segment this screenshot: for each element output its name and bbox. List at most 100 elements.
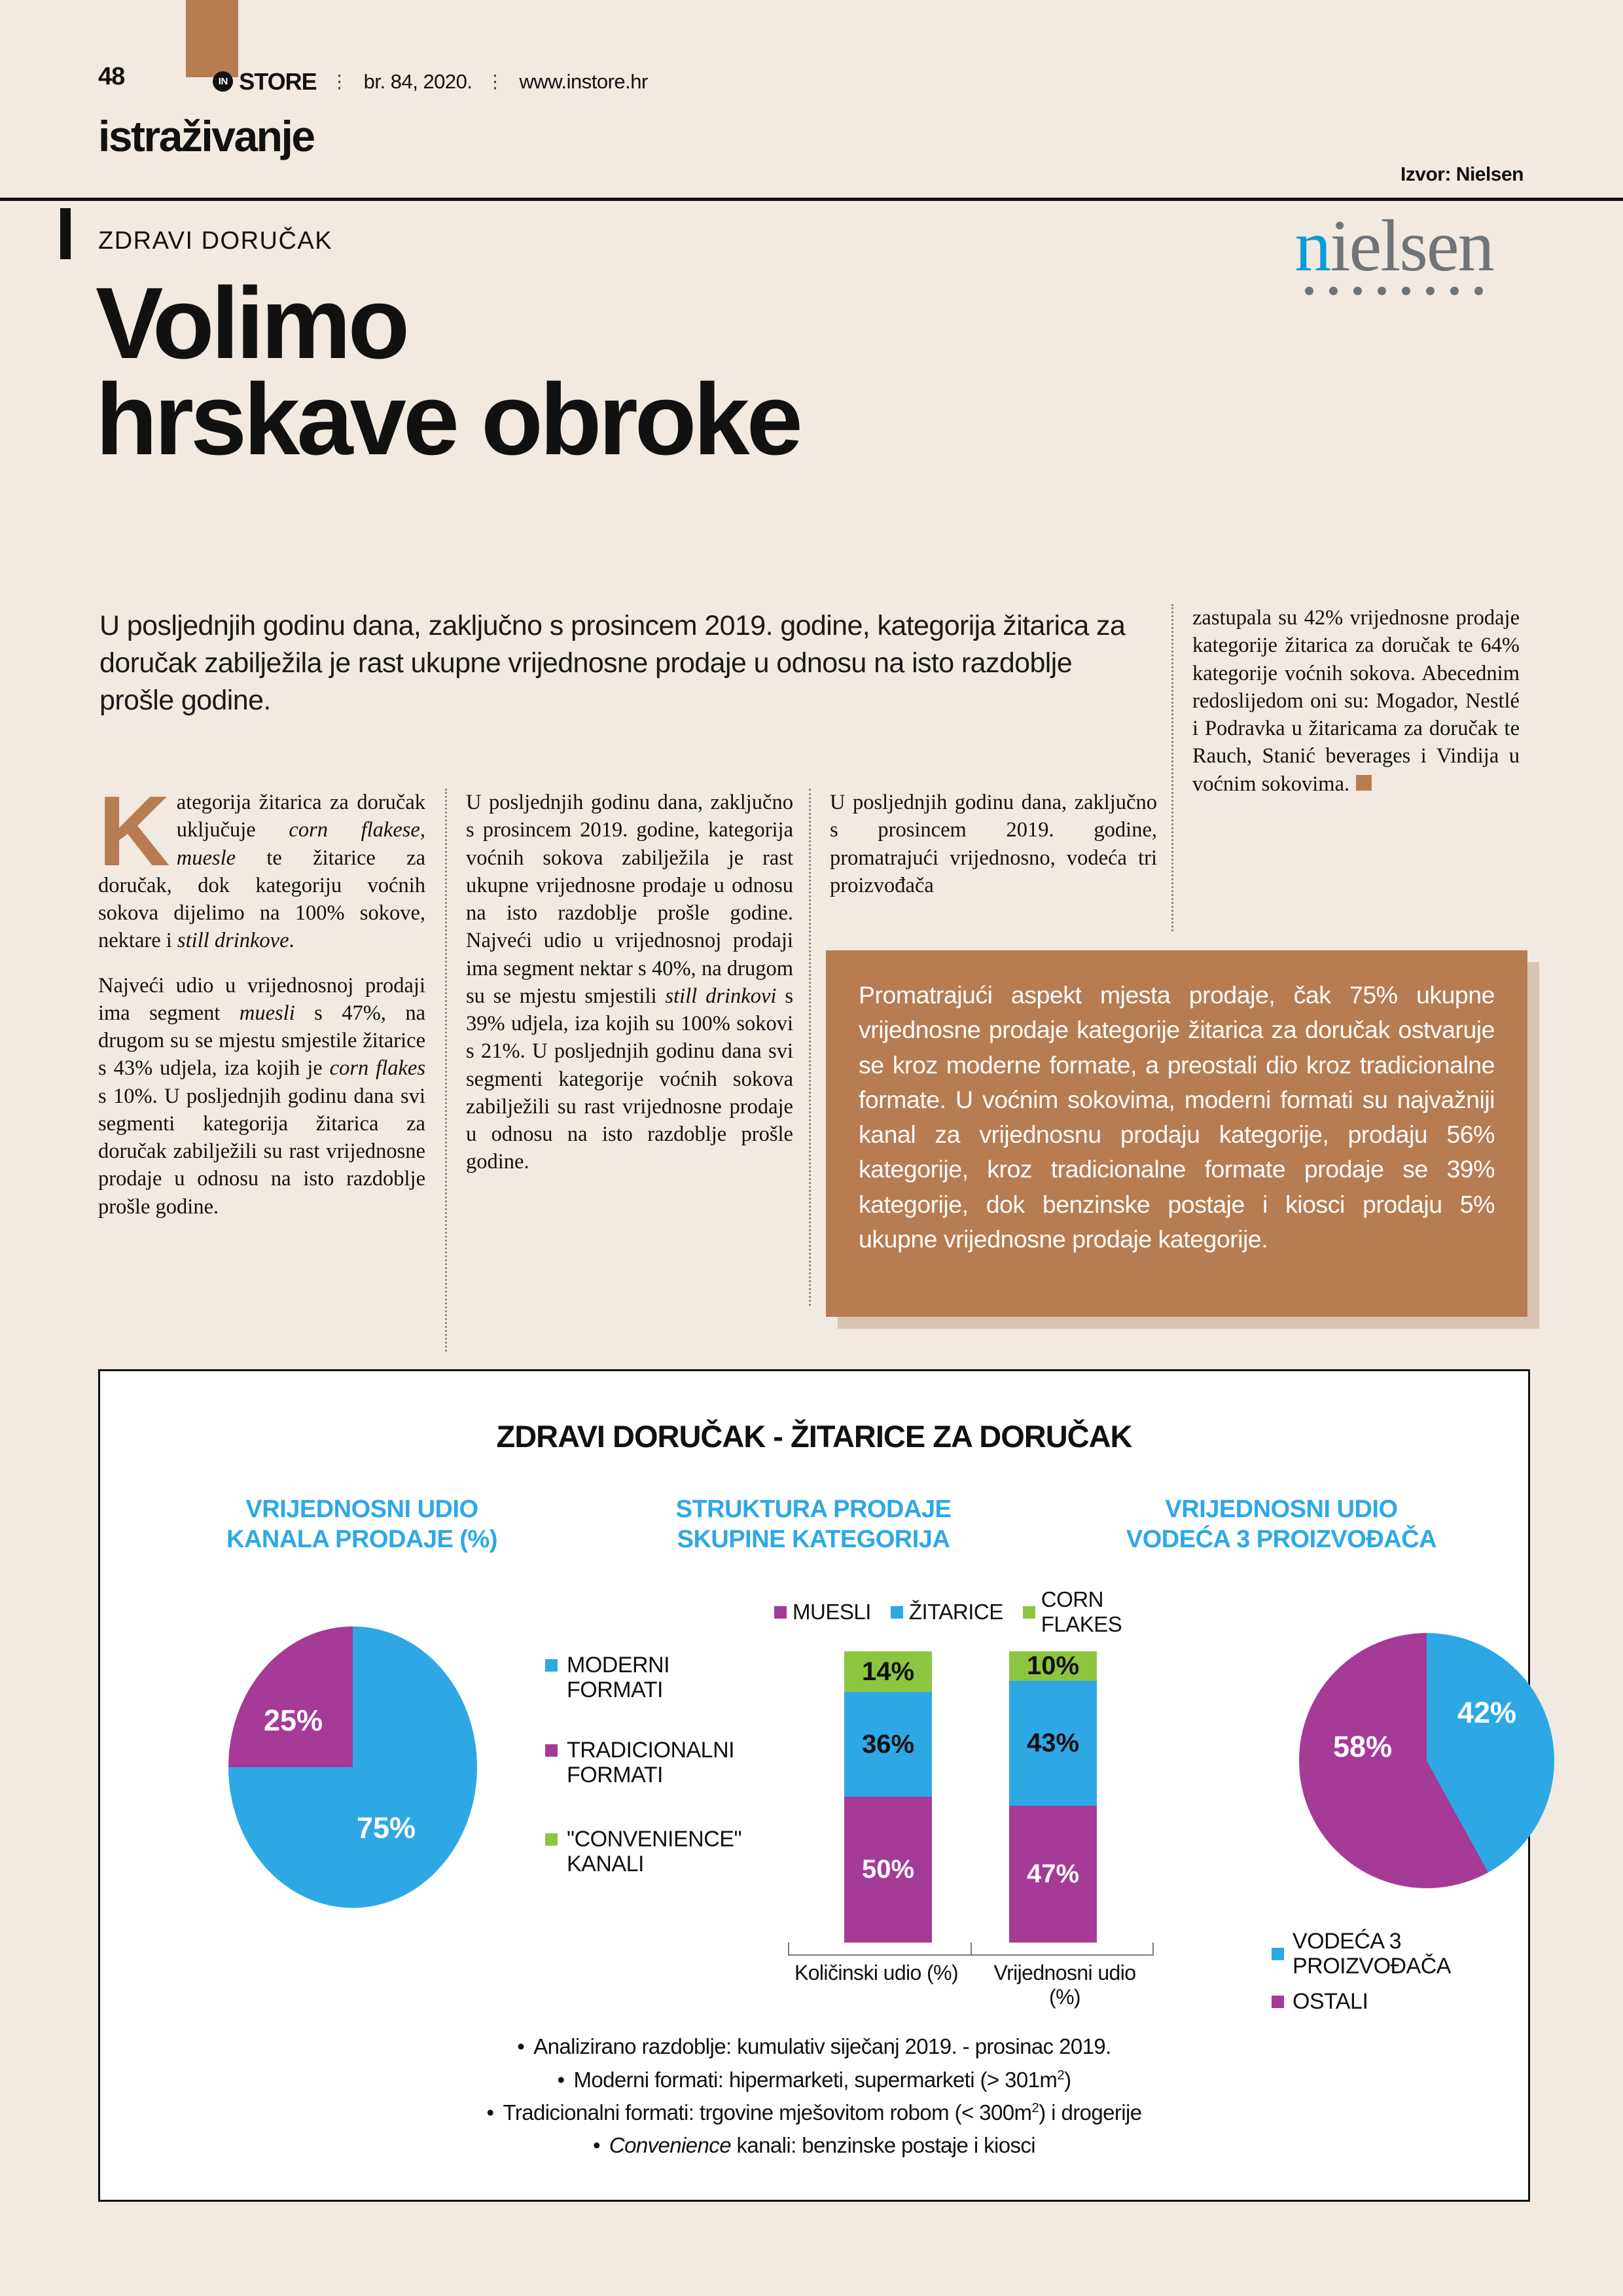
legend-swatch-cornflakes-icon <box>1022 1605 1035 1619</box>
chart-1-heading-line-2: KANALA PRODAJE (%) <box>226 1526 497 1554</box>
article-kicker: ZDRAVI DORUČAK <box>98 227 333 255</box>
nielsen-rest: ielsen <box>1330 206 1494 287</box>
bar-segment-zitarice: 43% <box>1009 1681 1097 1806</box>
legend-item: CORN FLAKES <box>1022 1587 1167 1637</box>
legend-item: "CONVENIENCE" KANALI <box>545 1827 761 1876</box>
legend-label: MODERNI FORMATI <box>567 1653 670 1703</box>
text-run: . <box>289 929 294 953</box>
text-run-italic: still drinkove <box>177 929 289 953</box>
footnote-item: • Tradicionalni formati: trgovine mješovi… <box>100 2096 1528 2129</box>
page-number: 48 <box>98 63 125 90</box>
end-mark-icon <box>1356 774 1372 791</box>
legend-swatch-muesli-icon <box>774 1605 787 1619</box>
column-divider-2 <box>809 789 811 1306</box>
bullet-icon: • <box>557 2067 565 2092</box>
chart-panel-title: ZDRAVI DORUČAK - ŽITARICE ZA DORUČAK <box>496 1419 1133 1454</box>
article-lead: U posljednjih godinu dana, zaključno s p… <box>99 610 1126 717</box>
legend-label: "CONVENIENCE" KANALI <box>567 1827 742 1877</box>
chart-panel: ZDRAVI DORUČAK - ŽITARICE ZA DORUČAK VRI… <box>98 1369 1554 2202</box>
chart-3-heading-line-1: VRIJEDNOSNI UDIO <box>1165 1496 1398 1523</box>
instore-logo: IN STORE ⋮ br. 84, 2020. ⋮ www.instore.h… <box>213 68 648 96</box>
text-run: U posljednjih godinu dana, zaključno s p… <box>466 791 793 1008</box>
website-url: www.instore.hr <box>519 69 649 93</box>
chart-1-heading: VRIJEDNOSNI UDIO KANALA PRODAJE (%) <box>152 1494 571 1555</box>
footnote-text: Analizirano razdoblje: kumulativ siječan… <box>533 2034 1111 2059</box>
paragraph: zastupala su 42% vrijednosne prodaje kat… <box>1192 604 1520 798</box>
drop-cap: K <box>98 776 170 887</box>
pie-slice-label-others: 58% <box>1333 1730 1393 1763</box>
footnote-suffix: ) i drogerije <box>1039 2100 1142 2125</box>
column-divider-1 <box>445 789 447 1352</box>
text-run: s 47%, na drugom su se mjestu smjestile … <box>98 1001 425 1081</box>
bar-segment-muesli: 50% <box>844 1797 932 1943</box>
stacked-bar-chart: MUESLI ŽITARICE CORN FLAKES 14% 36% 50% <box>774 1587 1167 2009</box>
kicker-accent-bar <box>60 208 71 259</box>
text-run: ategorija žitarica za doručak uključuje <box>176 791 425 842</box>
text-run-italic: muesle <box>176 846 236 870</box>
legend-item: MODERNI FORMATI <box>545 1653 761 1702</box>
legend-label: TRADICIONALNI FORMATI <box>567 1738 735 1788</box>
text-run-italic: corn flakese <box>289 818 420 842</box>
text-run: zastupala su 42% vrijednosne prodaje kat… <box>1192 606 1520 796</box>
legend-swatch-zitarice-icon <box>890 1605 903 1619</box>
bar-chart-legend: MUESLI ŽITARICE CORN FLAKES <box>774 1587 1167 1637</box>
in-badge-icon: IN <box>213 71 234 92</box>
bar-chart-x-labels: Količinski udio (%) Vrijednosni udio (%) <box>774 1961 1167 2009</box>
chart-footnotes: • Analizirano razdoblje: kumulativ siječa… <box>100 2030 1528 2162</box>
chart-3-heading: VRIJEDNOSNI UDIO VODEĆA 3 PROIZVOĐAČA <box>1069 1494 1494 1555</box>
text-run: s 39% udjela, iza kojih su 100% sokovi s… <box>466 984 793 1174</box>
bar-stack-volume: 14% 36% 50% <box>844 1651 932 1943</box>
legend-label: VODEĆA 3 PROIZVOĐAČA <box>1293 1929 1451 1979</box>
paragraph: Najveći udio u vrijednosnoj prodaji ima … <box>98 972 425 1221</box>
legend-swatch-others-icon <box>1272 1995 1284 2008</box>
text-run: , <box>419 818 425 842</box>
paragraph: U posljednjih godinu dana, zaključno s p… <box>466 789 793 1176</box>
footnote-item: • Moderni formati: hipermarketi, supermar… <box>100 2064 1528 2096</box>
divider-dots-icon-2: ⋮ <box>486 71 506 92</box>
headline-line-2: hrskave obroke <box>96 363 803 476</box>
pie-chart-top-manufacturers: 42% 58% <box>1299 1633 1554 1888</box>
column-divider-3 <box>1171 604 1173 931</box>
bar-stack-value: 10% 43% 47% <box>1009 1651 1097 1943</box>
footnote-superscript: 2 <box>1057 2067 1065 2083</box>
legend-item: VODEĆA 3 PROIZVOĐAČA <box>1272 1929 1528 1979</box>
bullet-icon: • <box>517 2034 525 2059</box>
text-run-italic: muesli <box>239 1001 295 1025</box>
issue-number: br. 84, 2020. <box>363 69 473 93</box>
legend-label: MUESLI <box>793 1600 871 1624</box>
store-wordmark: STORE <box>239 67 317 95</box>
legend-item: MUESLI <box>774 1600 871 1624</box>
pie-chart-1-legend: MODERNI FORMATI TRADICIONALNI FORMATI "C… <box>545 1653 761 1912</box>
body-column-4: zastupala su 42% vrijednosne prodaje kat… <box>1192 604 1520 798</box>
headline-line-1: Volimo <box>96 266 410 380</box>
footnote-text: Convenience kanali: benzinske postaje i … <box>609 2132 1036 2157</box>
axis-tick <box>971 1943 972 1954</box>
legend-swatch-modern-icon <box>545 1659 558 1672</box>
bar-plot-area: 14% 36% 50% 10% 43% 47% <box>774 1651 1167 1943</box>
pie-slice-label-modern: 75% <box>357 1811 416 1844</box>
header-rule <box>0 198 1623 201</box>
chart-2-heading-line-2: SKUPINE KATEGORIJA <box>677 1526 950 1554</box>
nielsen-initial: n <box>1294 206 1331 287</box>
divider-dots-icon: ⋮ <box>330 71 350 92</box>
legend-label: CORN FLAKES <box>1041 1587 1122 1636</box>
text-run-italic: still drinkovi <box>665 984 777 1008</box>
legend-swatch-traditional-icon <box>545 1744 558 1757</box>
brown-corner-tab <box>186 0 238 77</box>
footnote-superscript: 2 <box>1031 2100 1039 2115</box>
bar-chart-axis <box>787 1943 1154 1956</box>
nielsen-wordmark: nielsen <box>1263 209 1525 283</box>
legend-swatch-convenience-icon <box>545 1833 558 1846</box>
footnote-item: • Analizirano razdoblje: kumulativ siječa… <box>100 2030 1528 2063</box>
x-axis-label: Vrijednosni udio (%) <box>993 1961 1137 2009</box>
x-axis-label: Količinski udio (%) <box>794 1961 959 1984</box>
source-credit: Izvor: Nielsen <box>1400 164 1524 185</box>
nielsen-logo: nielsen <box>1263 209 1525 295</box>
footnote-item: • Convenience kanali: benzinske postaje i… <box>100 2129 1528 2162</box>
chart-3-heading-line-2: VODEĆA 3 PROIZVOĐAČA <box>1126 1526 1437 1554</box>
bar-segment-cornflakes: 14% <box>844 1651 932 1692</box>
text-run: s 10%. U posljednjih godinu dana svi seg… <box>98 1084 425 1219</box>
bar-segment-zitarice: 36% <box>844 1692 932 1797</box>
